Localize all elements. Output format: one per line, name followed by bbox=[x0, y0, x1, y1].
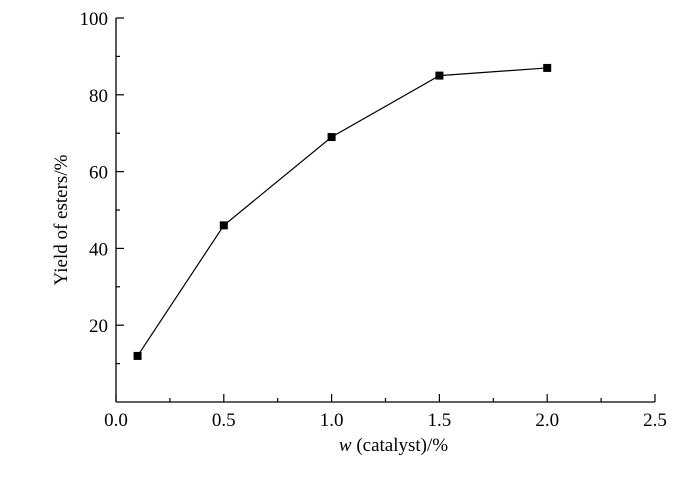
y-tick-label: 40 bbox=[89, 239, 108, 260]
data-point-marker bbox=[543, 63, 552, 72]
x-axis-title: w (catalyst)/% bbox=[339, 435, 448, 456]
x-tick-label: 2.0 bbox=[535, 410, 559, 431]
x-tick-label: 1.5 bbox=[428, 410, 452, 431]
data-point-marker bbox=[435, 71, 444, 80]
x-tick-label: 0.5 bbox=[212, 410, 236, 431]
plot-area bbox=[115, 18, 655, 403]
data-point-marker bbox=[133, 351, 142, 360]
data-point-marker bbox=[327, 133, 336, 142]
x-tick-label: 1.0 bbox=[320, 410, 344, 431]
y-axis-title: Yield of esters/% bbox=[51, 154, 72, 285]
x-axis-title-text: (catalyst)/% bbox=[352, 435, 449, 456]
y-tick-label: 100 bbox=[80, 9, 109, 30]
y-tick-label: 20 bbox=[89, 316, 108, 337]
x-tick-label: 0.0 bbox=[104, 410, 128, 431]
series-layer bbox=[133, 63, 552, 360]
y-ticks: 20 40 60 80 100 bbox=[80, 9, 124, 365]
y-tick-label: 60 bbox=[89, 163, 108, 184]
data-point-marker bbox=[219, 221, 228, 230]
x-tick-label: 2.5 bbox=[643, 410, 667, 431]
x-ticks: 0.0 0.5 1.0 1.5 2.0 2.5 bbox=[104, 394, 667, 431]
y-tick-label: 80 bbox=[89, 86, 108, 107]
series-line bbox=[137, 67, 548, 357]
x-axis-title-variable: w bbox=[339, 435, 352, 456]
